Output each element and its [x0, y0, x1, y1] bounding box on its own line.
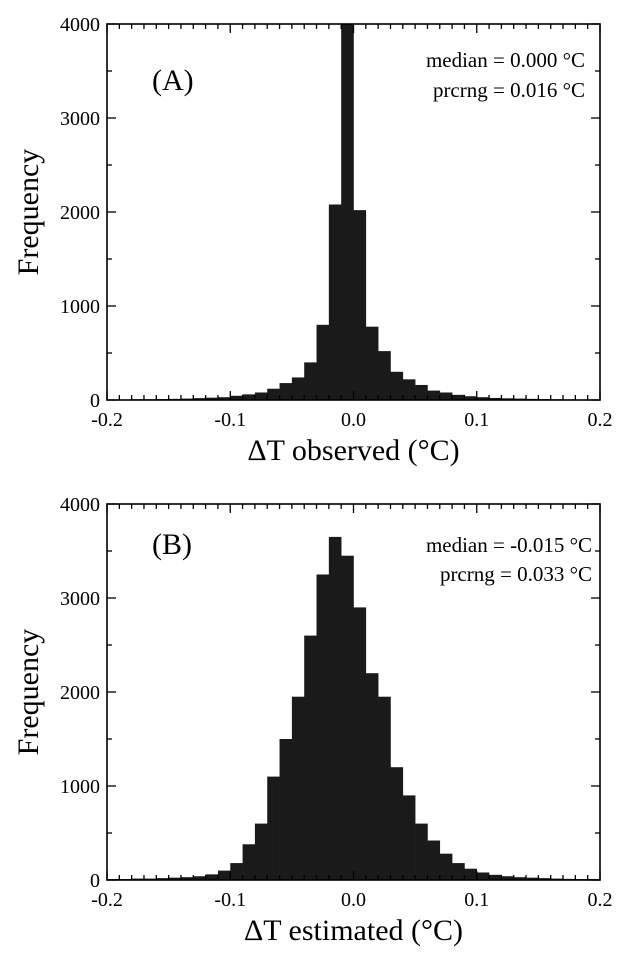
x-tick-label: 0.0: [341, 889, 366, 911]
histogram-bar: [378, 696, 391, 880]
histogram-bar: [328, 204, 342, 400]
y-tick-label: 1000: [60, 776, 100, 798]
median-annotation: median = -0.015 °C: [426, 533, 592, 557]
y-tick-label: 3000: [60, 588, 100, 610]
chart-panel-a: -0.2 -0.1 0.0 0.1 0.2 0 1000 2000 3000 4000 ΔT obs…: [12, 14, 613, 467]
histogram-bars: [107, 536, 601, 880]
y-tick-label: 3000: [60, 108, 100, 130]
histogram-bar: [452, 863, 465, 880]
x-tick-label: 0.1: [464, 409, 489, 431]
histogram-bar: [476, 397, 490, 400]
histogram-bar: [316, 574, 330, 880]
histogram-bar: [304, 362, 317, 400]
chart-panel-b: -0.2 -0.1 0.0 0.1 0.2 0 1000 2000 3000 4000 ΔT est…: [12, 494, 613, 947]
x-axis-title: ΔT estimated (°C): [244, 914, 463, 947]
x-tick-label: -0.1: [214, 889, 246, 911]
histogram-bar: [205, 397, 219, 400]
histogram-bar: [316, 324, 330, 400]
histogram-bar: [353, 210, 367, 400]
x-tick-label: 0.2: [588, 889, 613, 911]
median-annotation: median = 0.000 °C: [426, 48, 585, 72]
histogram-bar: [254, 392, 268, 400]
histogram-bar: [439, 392, 453, 400]
prcrng-annotation: prcrng = 0.016 °C: [433, 78, 585, 102]
histogram-bar: [193, 876, 206, 880]
histogram-bar: [193, 398, 206, 400]
panel-label: (A): [152, 64, 194, 97]
histogram-bar: [501, 398, 515, 400]
y-tick-label: 2000: [60, 682, 100, 704]
histogram-bar: [291, 377, 305, 400]
histogram-bar: [328, 536, 342, 880]
histogram-bar: [267, 776, 280, 880]
y-tick-label: 4000: [60, 14, 100, 36]
histogram-bar: [464, 868, 478, 880]
panel-label: (B): [152, 528, 192, 561]
x-tick-label: 0.2: [588, 409, 613, 431]
y-axis-title: Frequency: [12, 629, 45, 756]
x-tick-label: -0.2: [91, 889, 123, 911]
histogram-bar: [230, 395, 243, 400]
histogram-bar: [168, 877, 182, 880]
histogram-bar: [526, 877, 539, 880]
y-tick-label: 4000: [60, 494, 100, 516]
y-axis-title: Frequency: [12, 149, 45, 276]
histogram-bar: [341, 555, 354, 880]
histogram-bar: [230, 863, 243, 880]
histogram-bar: [452, 394, 465, 400]
y-tick-label: 2000: [60, 202, 100, 224]
histogram-bar: [242, 394, 256, 400]
histogram-bar: [156, 878, 169, 880]
histogram-bar: [489, 397, 502, 400]
histogram-bar: [439, 853, 453, 880]
y-tick-label: 0: [90, 390, 100, 412]
histogram-bar: [390, 767, 404, 880]
y-tick-label: 1000: [60, 296, 100, 318]
histogram-bar: [242, 844, 256, 880]
histogram-bar: [427, 390, 441, 400]
histogram-bar: [341, 24, 354, 400]
histogram-bar: [365, 673, 379, 880]
histogram-bar: [279, 383, 293, 400]
histogram-bar: [390, 371, 404, 400]
histogram-bar: [402, 379, 416, 400]
histogram-bar: [538, 878, 551, 880]
x-tick-label: -0.2: [91, 409, 123, 431]
histogram-bar: [217, 870, 231, 880]
x-tick-label: -0.1: [214, 409, 246, 431]
histogram-bar: [291, 696, 305, 880]
histogram-bar: [180, 877, 194, 880]
histogram-bar: [205, 874, 219, 880]
histogram-bars: [107, 24, 601, 400]
histogram-bar: [427, 840, 441, 880]
histogram-bar: [267, 388, 280, 400]
histogram-bar: [304, 635, 317, 880]
histogram-bar: [279, 739, 293, 880]
histogram-bar: [415, 384, 428, 400]
histogram-bar: [476, 872, 490, 880]
x-axis-title: ΔT observed (°C): [247, 434, 459, 467]
x-tick-label: 0.1: [464, 889, 489, 911]
histogram-bar: [489, 874, 502, 880]
histogram-bar: [513, 877, 527, 880]
histogram-bar: [378, 351, 391, 400]
histogram-bar: [402, 795, 416, 880]
histogram-bar: [353, 607, 367, 880]
y-tick-label: 0: [90, 870, 100, 892]
histogram-bar: [365, 326, 379, 400]
histogram-bar: [254, 823, 268, 880]
histogram-bar: [464, 396, 478, 400]
histogram-bar: [415, 823, 428, 880]
histogram-bar: [501, 876, 515, 880]
x-tick-label: 0.0: [341, 409, 366, 431]
prcrng-annotation: prcrng = 0.033 °C: [440, 562, 592, 586]
histogram-bar: [217, 397, 231, 400]
